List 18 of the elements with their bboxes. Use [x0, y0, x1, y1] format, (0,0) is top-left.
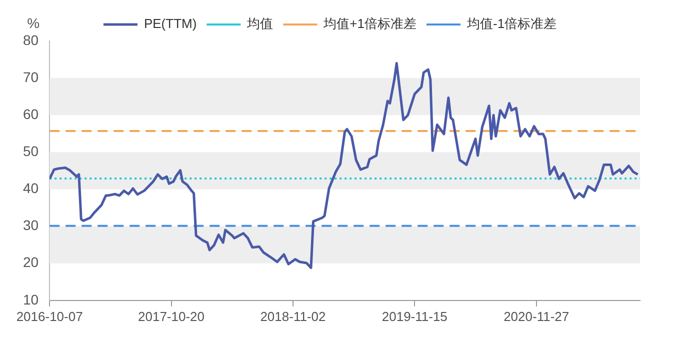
legend-label: 均值-1倍标准差: [466, 16, 557, 32]
x-tick-label: 2020-11-27: [504, 308, 570, 324]
x-tick-label: 2017-10-20: [138, 308, 205, 324]
y-tick-label: 20: [22, 254, 39, 270]
y-tick-label: 10: [22, 291, 39, 308]
y-tick-label: 30: [22, 217, 39, 234]
y-tick-label: 60: [22, 106, 39, 122]
legend-label: 均值+1倍标准差: [322, 16, 416, 32]
y-tick-label: 40: [22, 180, 39, 196]
y-axis-title: %: [27, 14, 40, 31]
x-tick-label: 2018-11-02: [260, 308, 326, 324]
x-tick-label: 2019-11-15: [382, 308, 448, 324]
y-tick-label: 50: [22, 143, 39, 160]
y-tick-label: 80: [22, 32, 39, 48]
legend-label: 均值: [246, 16, 274, 32]
legend-label: PE(TTM): [144, 16, 197, 32]
x-tick-label: 2016-10-07: [16, 308, 83, 324]
y-tick-label: 70: [22, 68, 39, 85]
